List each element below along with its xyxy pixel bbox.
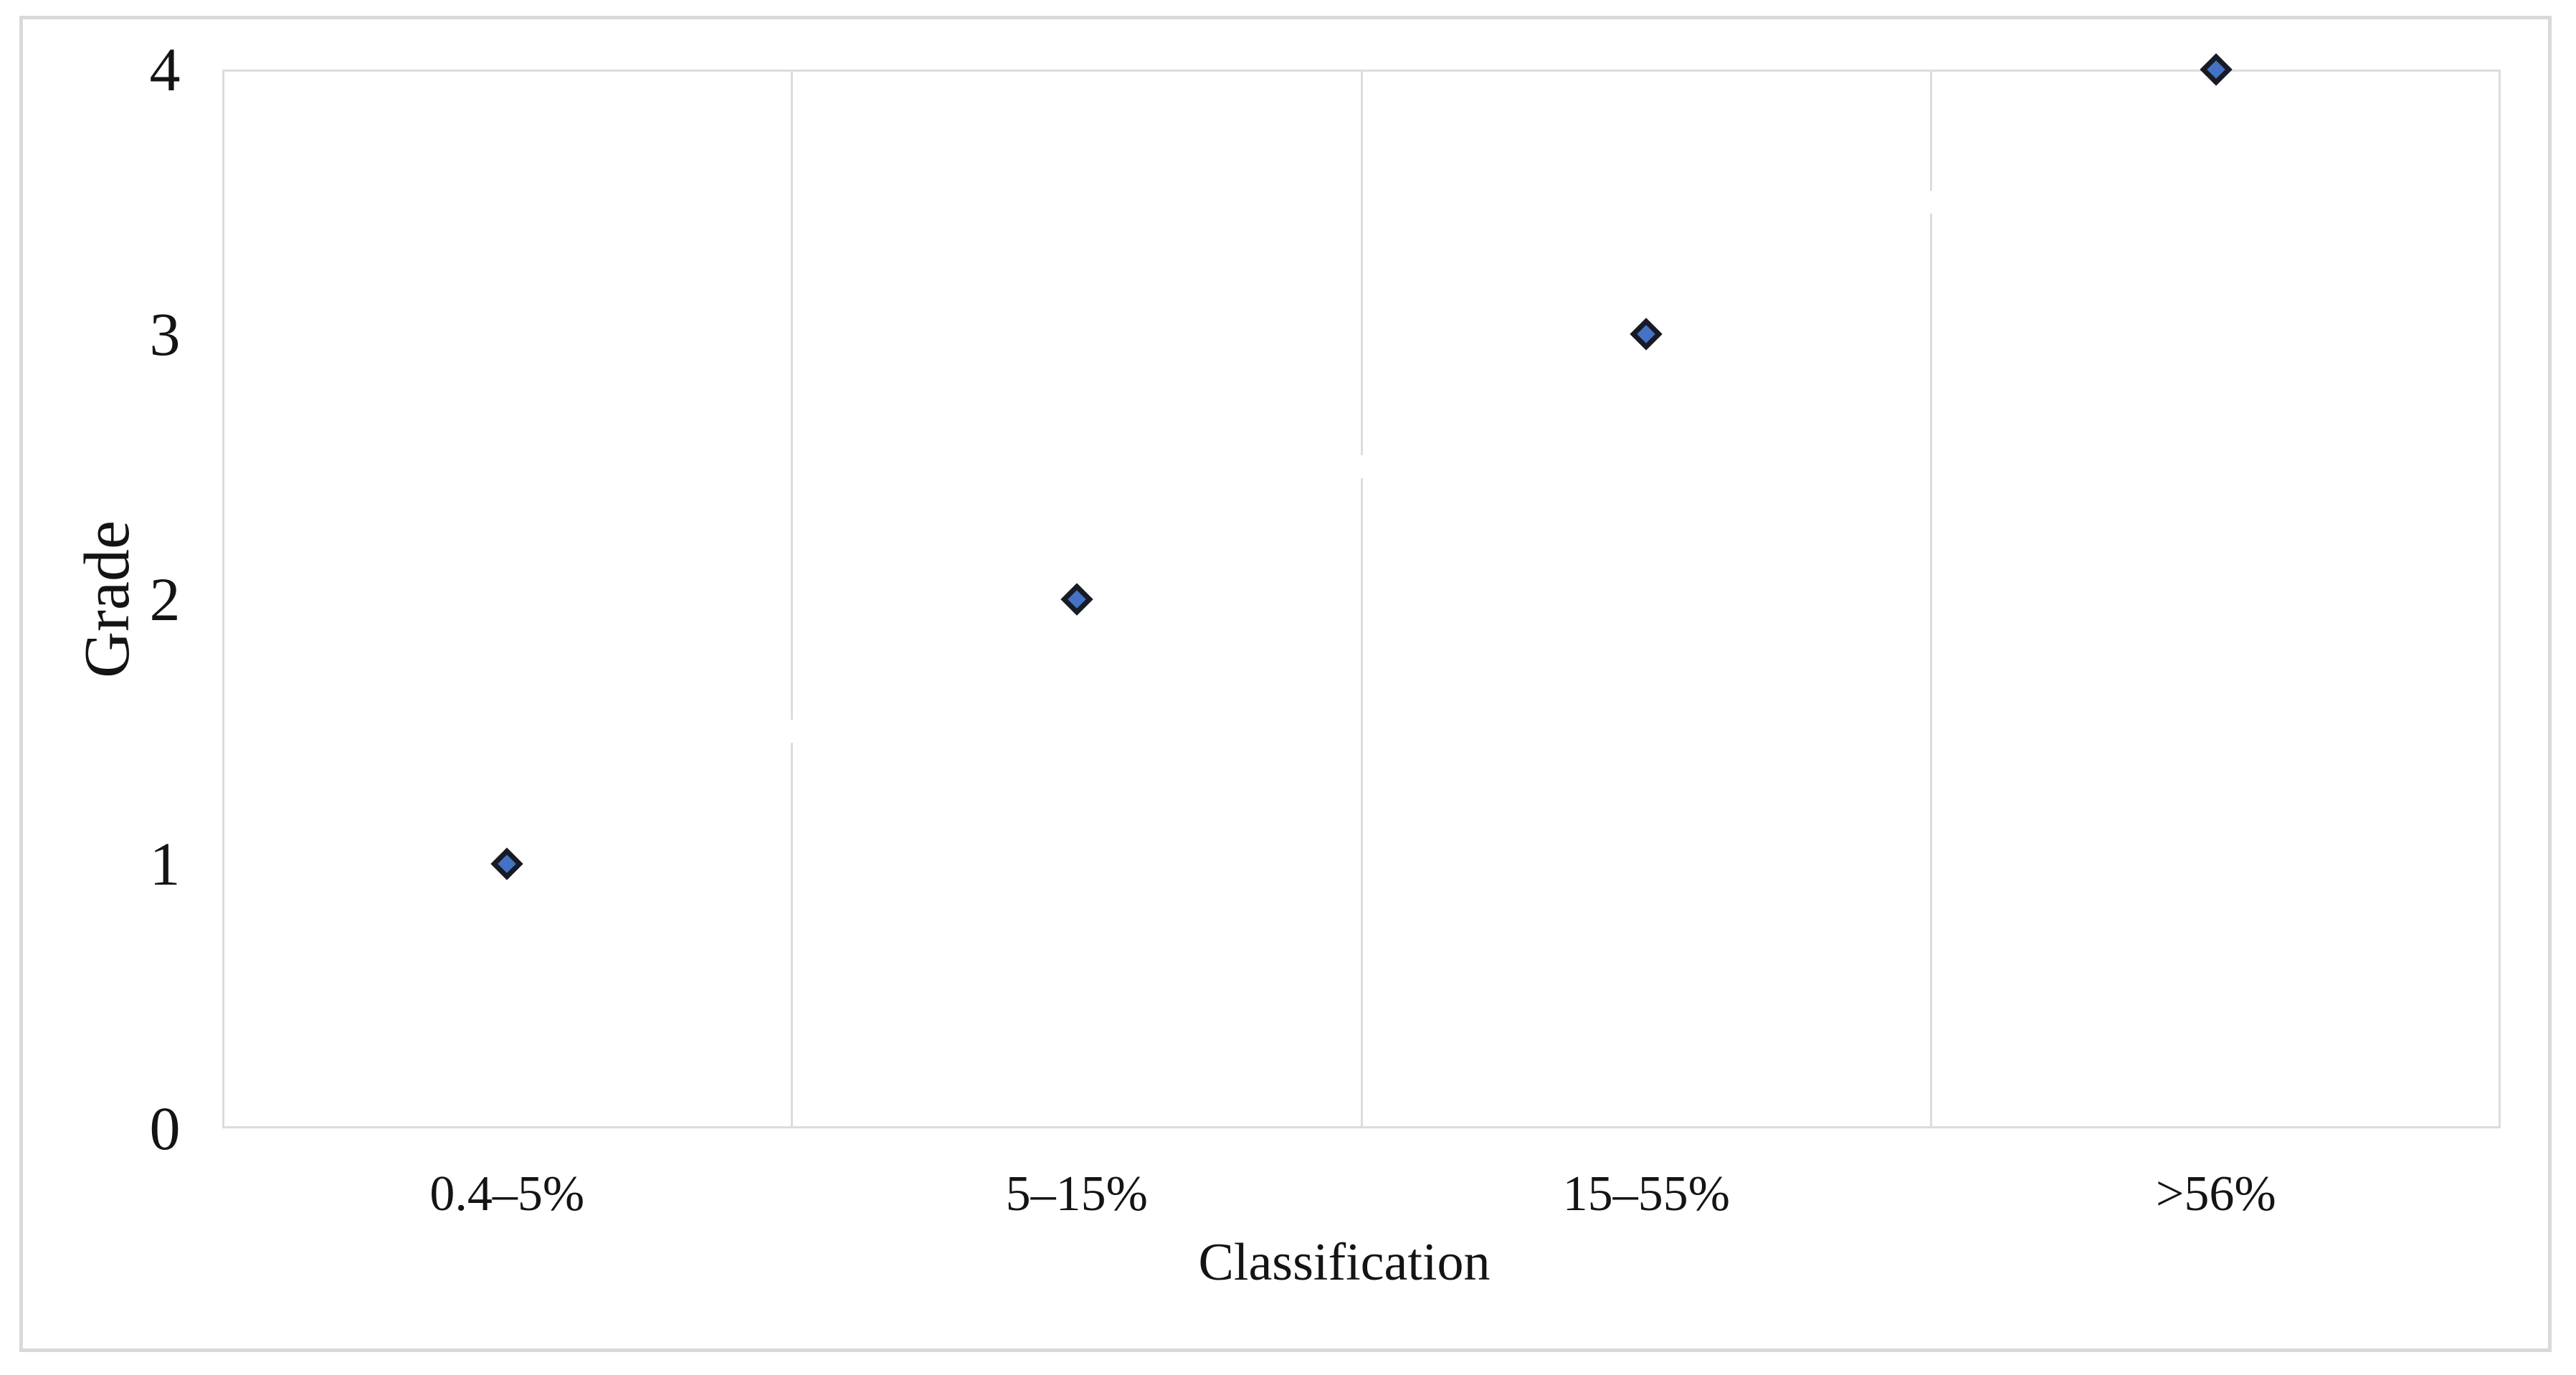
y-tick-label: 3 — [149, 300, 181, 369]
x-axis-title: Classification — [1198, 1233, 1491, 1292]
gridline-gap — [787, 720, 797, 743]
x-tick-label: 0.4–5% — [429, 1166, 585, 1222]
x-tick-label: 5–15% — [1005, 1166, 1148, 1222]
x-tick-label: >56% — [2155, 1166, 2276, 1222]
figure-border — [19, 16, 2552, 1352]
y-tick-label: 2 — [149, 564, 181, 634]
x-tick-label: 15–55% — [1562, 1166, 1730, 1222]
category-boundary-gridline — [1930, 70, 1932, 1128]
y-tick-label: 1 — [149, 829, 181, 898]
category-boundary-gridline — [1360, 70, 1363, 1128]
gridline-gap — [1926, 190, 1936, 214]
y-tick-label: 0 — [149, 1094, 181, 1163]
y-tick-label: 4 — [149, 35, 181, 104]
category-boundary-gridline — [791, 70, 793, 1128]
gridline-gap — [1357, 455, 1366, 478]
